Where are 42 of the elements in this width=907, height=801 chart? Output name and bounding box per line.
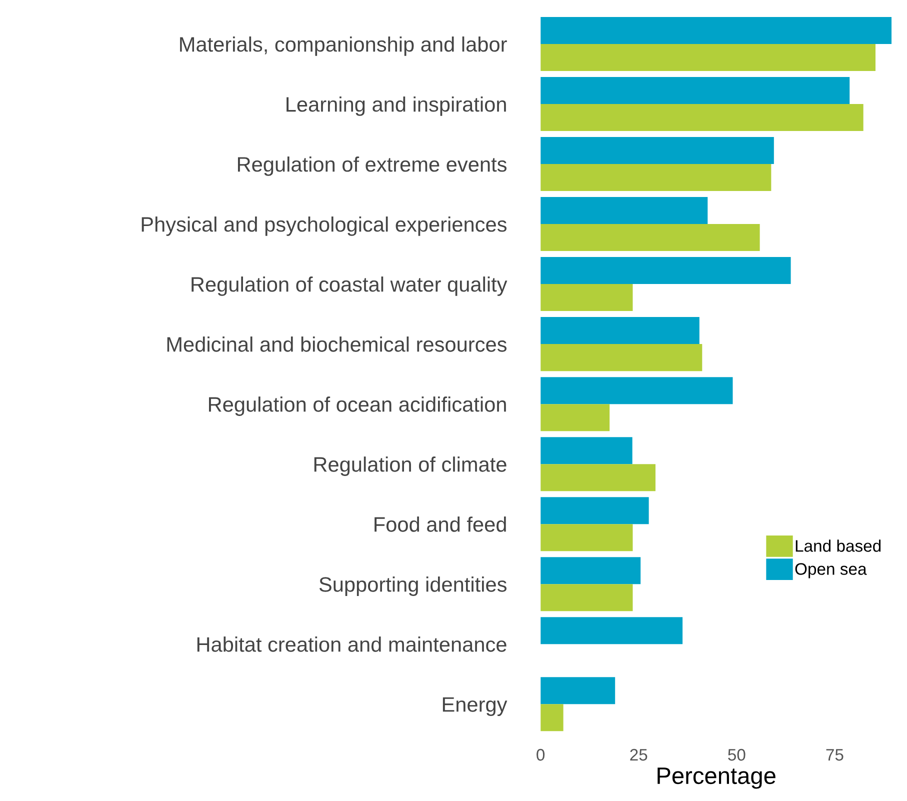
bar: [540, 44, 876, 72]
bar: [540, 137, 774, 164]
y-tick-label: Medicinal and biochemical resources: [167, 336, 507, 352]
bar: [540, 437, 632, 464]
legend-label: Land based: [796, 540, 881, 552]
y-tick-label: Regulation of extreme events: [238, 156, 507, 176]
bar: [540, 704, 564, 732]
bar: [540, 164, 772, 192]
bar: [540, 677, 616, 704]
bar: [540, 497, 649, 524]
bar: [540, 524, 633, 552]
y-tick-label: Regulation of ocean acidification: [209, 396, 506, 416]
legend-label: Open sea: [795, 563, 867, 578]
y-tick-label: Materials, companionship and labor: [180, 36, 507, 56]
x-tick-label: 25: [630, 748, 648, 761]
y-tick-label: Supporting identities: [319, 576, 506, 596]
bar: [540, 557, 641, 584]
x-tick-label: 0: [536, 748, 545, 761]
bar: [540, 404, 610, 432]
bar: [540, 224, 760, 252]
bar: [540, 617, 683, 644]
y-tick-label: Regulation of climate: [314, 456, 506, 476]
bar: [540, 464, 656, 492]
y-tick-label: Regulation of coastal water quality: [192, 276, 508, 296]
bar: [540, 584, 633, 612]
x-axis-title: Percentage: [658, 768, 776, 789]
bar: [540, 17, 892, 44]
y-tick-label: Food and feed: [374, 516, 506, 532]
y-tick-label: Learning and inspiration: [286, 96, 506, 116]
bar: [540, 344, 702, 372]
y-tick-label: Habitat creation and maintenance: [197, 636, 506, 652]
x-tick-label: 50: [728, 748, 746, 761]
bar: [540, 257, 791, 284]
y-tick-label: Physical and psychological experiences: [142, 216, 507, 236]
bar: [540, 104, 864, 132]
bar: [540, 197, 708, 224]
bar: [540, 284, 633, 312]
bar: [540, 77, 850, 104]
y-tick-label: Energy: [442, 697, 508, 716]
bar: [540, 377, 733, 404]
bar: [540, 317, 700, 344]
x-tick-label: 75: [826, 749, 844, 761]
